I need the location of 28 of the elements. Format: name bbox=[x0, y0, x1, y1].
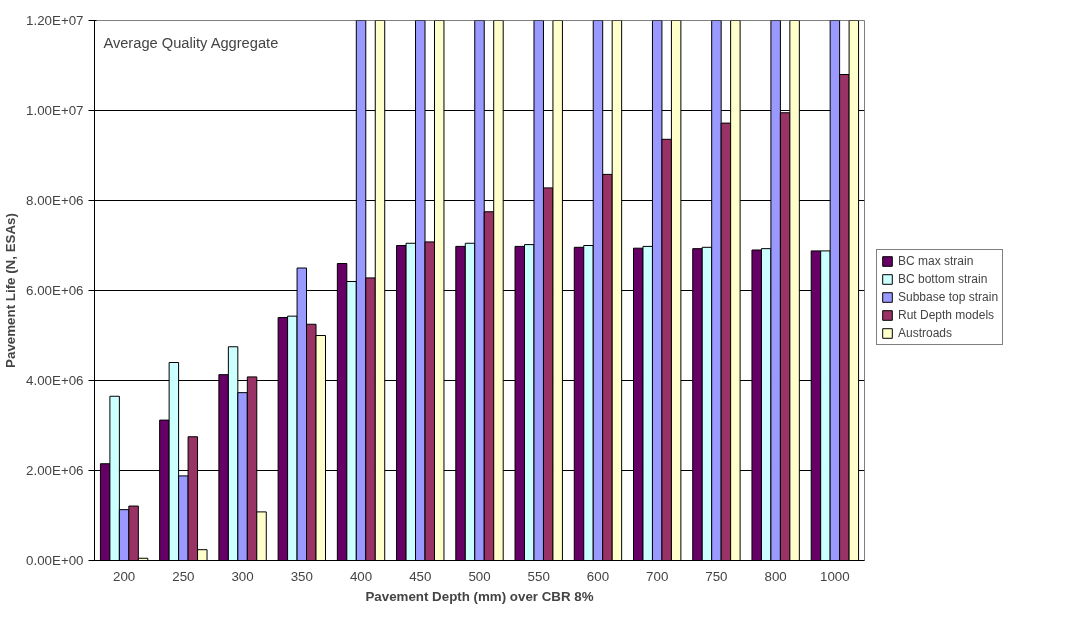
y-tick-label: 4.00E+06 bbox=[26, 373, 84, 388]
x-tick-label: 600 bbox=[586, 568, 610, 584]
y-tick-label: 8.00E+06 bbox=[26, 193, 84, 208]
x-tick-label: 300 bbox=[231, 568, 254, 584]
x-tick-label: 700 bbox=[646, 568, 669, 584]
y-tick-label: 1.20E+07 bbox=[26, 13, 84, 28]
legend-label: Rut Depth models bbox=[898, 308, 995, 322]
x-axis-title: Pavement Depth (mm) over CBR 8% bbox=[365, 588, 594, 604]
x-tick-label: 250 bbox=[172, 568, 195, 584]
x-tick-label: 350 bbox=[290, 568, 313, 584]
y-tick-label: 2.00E+06 bbox=[26, 463, 84, 478]
legend-label: BC max strain bbox=[898, 254, 974, 268]
x-tick-label: 400 bbox=[349, 568, 373, 584]
legend-label: Austroads bbox=[898, 326, 953, 340]
x-tick-label: 200 bbox=[113, 568, 136, 584]
x-tick-label: 1000 bbox=[820, 568, 850, 584]
y-tick-label: 6.00E+06 bbox=[26, 283, 84, 298]
x-tick-label: 500 bbox=[468, 568, 491, 584]
y-tick-label: 1.00E+07 bbox=[26, 103, 84, 118]
y-axis-title: Pavement Life (N, ESAs) bbox=[3, 213, 19, 368]
x-tick-label: 450 bbox=[409, 568, 432, 584]
x-tick-label: 800 bbox=[764, 568, 787, 584]
x-tick-label: 550 bbox=[527, 568, 550, 584]
legend-label: Subbase top strain bbox=[898, 290, 999, 304]
x-tick-label: 750 bbox=[705, 568, 728, 584]
legend-label: BC bottom strain bbox=[898, 272, 988, 286]
y-tick-label: 0.00E+00 bbox=[26, 553, 84, 568]
text: Average Quality Aggregate bbox=[103, 34, 279, 51]
